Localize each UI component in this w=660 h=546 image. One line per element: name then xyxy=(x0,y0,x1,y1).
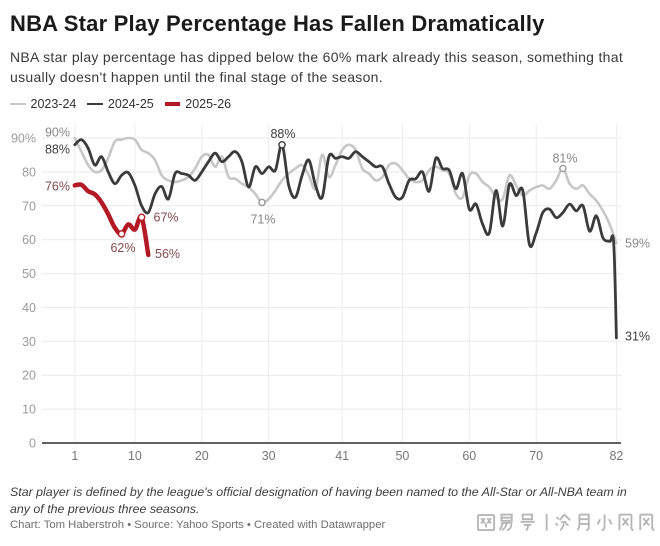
svg-text:20: 20 xyxy=(22,369,36,383)
svg-text:60: 60 xyxy=(462,449,476,463)
svg-text:50: 50 xyxy=(22,267,36,281)
svg-text:88%: 88% xyxy=(45,143,70,157)
svg-text:30: 30 xyxy=(262,449,276,463)
svg-text:80: 80 xyxy=(22,165,36,179)
svg-text:10: 10 xyxy=(22,403,36,417)
svg-text:67%: 67% xyxy=(154,211,179,225)
svg-text:81%: 81% xyxy=(552,152,577,166)
svg-text:82: 82 xyxy=(609,449,623,463)
svg-text:20: 20 xyxy=(195,449,209,463)
svg-text:10: 10 xyxy=(128,449,142,463)
svg-text:59%: 59% xyxy=(625,237,650,251)
svg-text:41: 41 xyxy=(335,449,349,463)
svg-text:40: 40 xyxy=(22,301,36,315)
svg-text:90%: 90% xyxy=(45,126,70,140)
svg-text:76%: 76% xyxy=(45,180,70,194)
svg-text:70: 70 xyxy=(529,449,543,463)
svg-text:1: 1 xyxy=(71,449,78,463)
svg-text:56%: 56% xyxy=(155,247,180,261)
svg-text:62%: 62% xyxy=(110,241,135,255)
svg-text:30: 30 xyxy=(22,335,36,349)
svg-text:71%: 71% xyxy=(250,213,275,227)
svg-text:88%: 88% xyxy=(270,127,295,141)
svg-text:90%: 90% xyxy=(11,132,36,146)
svg-text:60: 60 xyxy=(22,233,36,247)
svg-text:0: 0 xyxy=(29,437,36,451)
svg-text:70: 70 xyxy=(22,199,36,213)
svg-text:31%: 31% xyxy=(625,330,650,344)
svg-text:50: 50 xyxy=(395,449,409,463)
